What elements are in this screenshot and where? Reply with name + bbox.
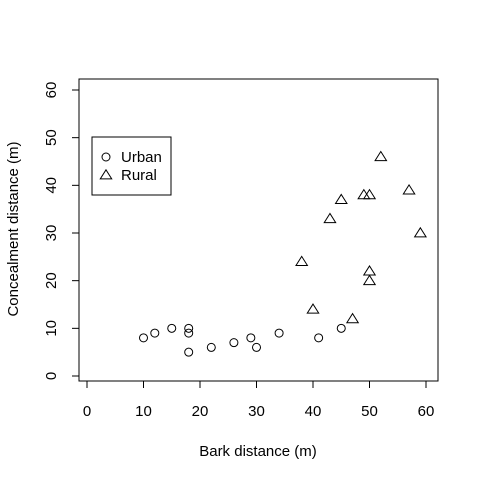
urban-point bbox=[336, 323, 346, 333]
y-tick-label: 10 bbox=[43, 320, 60, 337]
x-tick-label: 0 bbox=[83, 403, 91, 420]
rural-point bbox=[334, 193, 348, 205]
rural-point bbox=[295, 255, 309, 266]
x-tick-label: 30 bbox=[248, 403, 265, 420]
x-tick-label: 10 bbox=[135, 403, 152, 420]
x-axis: 0 10 20 30 40 50 60 bbox=[83, 380, 435, 420]
urban-point bbox=[206, 342, 216, 352]
y-tick-label: 50 bbox=[43, 129, 60, 146]
x-tick-label: 50 bbox=[361, 403, 378, 420]
x-tick-label: 40 bbox=[305, 403, 322, 420]
rural-point bbox=[323, 212, 337, 224]
legend-label: Urban bbox=[121, 149, 162, 166]
rural-point bbox=[362, 274, 377, 286]
y-tick-label: 20 bbox=[43, 272, 60, 289]
urban-point bbox=[184, 328, 194, 338]
urban-point bbox=[274, 328, 284, 338]
urban-point bbox=[229, 338, 239, 348]
legend-triangle-icon bbox=[99, 168, 113, 180]
plot-frame bbox=[78, 78, 439, 382]
urban-point bbox=[246, 333, 256, 343]
rural-point bbox=[357, 188, 371, 200]
urban-point bbox=[167, 323, 177, 333]
rural-point bbox=[362, 188, 377, 200]
legend-circle-icon bbox=[101, 152, 111, 162]
y-tick-label: 30 bbox=[43, 225, 60, 242]
y-axis: 0 10 20 30 40 50 60 bbox=[43, 82, 80, 380]
rural-point bbox=[362, 264, 377, 276]
legend-box bbox=[91, 136, 172, 196]
y-tick-label: 0 bbox=[43, 372, 60, 380]
urban-point bbox=[252, 342, 261, 352]
urban-point bbox=[139, 333, 148, 343]
urban-point bbox=[184, 347, 194, 357]
y-axis-title: Concealment distance (m) bbox=[5, 141, 22, 316]
urban-point bbox=[184, 323, 194, 333]
rural-point bbox=[374, 150, 388, 162]
legend-label: Rural bbox=[121, 167, 157, 184]
x-tick-label: 60 bbox=[418, 403, 435, 420]
rural-point bbox=[402, 183, 416, 195]
data-points bbox=[139, 150, 427, 357]
rural-point bbox=[345, 312, 360, 324]
y-tick-label: 60 bbox=[43, 82, 60, 99]
urban-point bbox=[150, 328, 160, 338]
rural-point bbox=[306, 303, 320, 314]
urban-point bbox=[314, 333, 324, 343]
x-tick-label: 20 bbox=[192, 403, 209, 420]
x-axis-title: Bark distance (m) bbox=[199, 443, 317, 460]
rural-point bbox=[413, 226, 427, 238]
y-tick-label: 40 bbox=[43, 177, 60, 194]
